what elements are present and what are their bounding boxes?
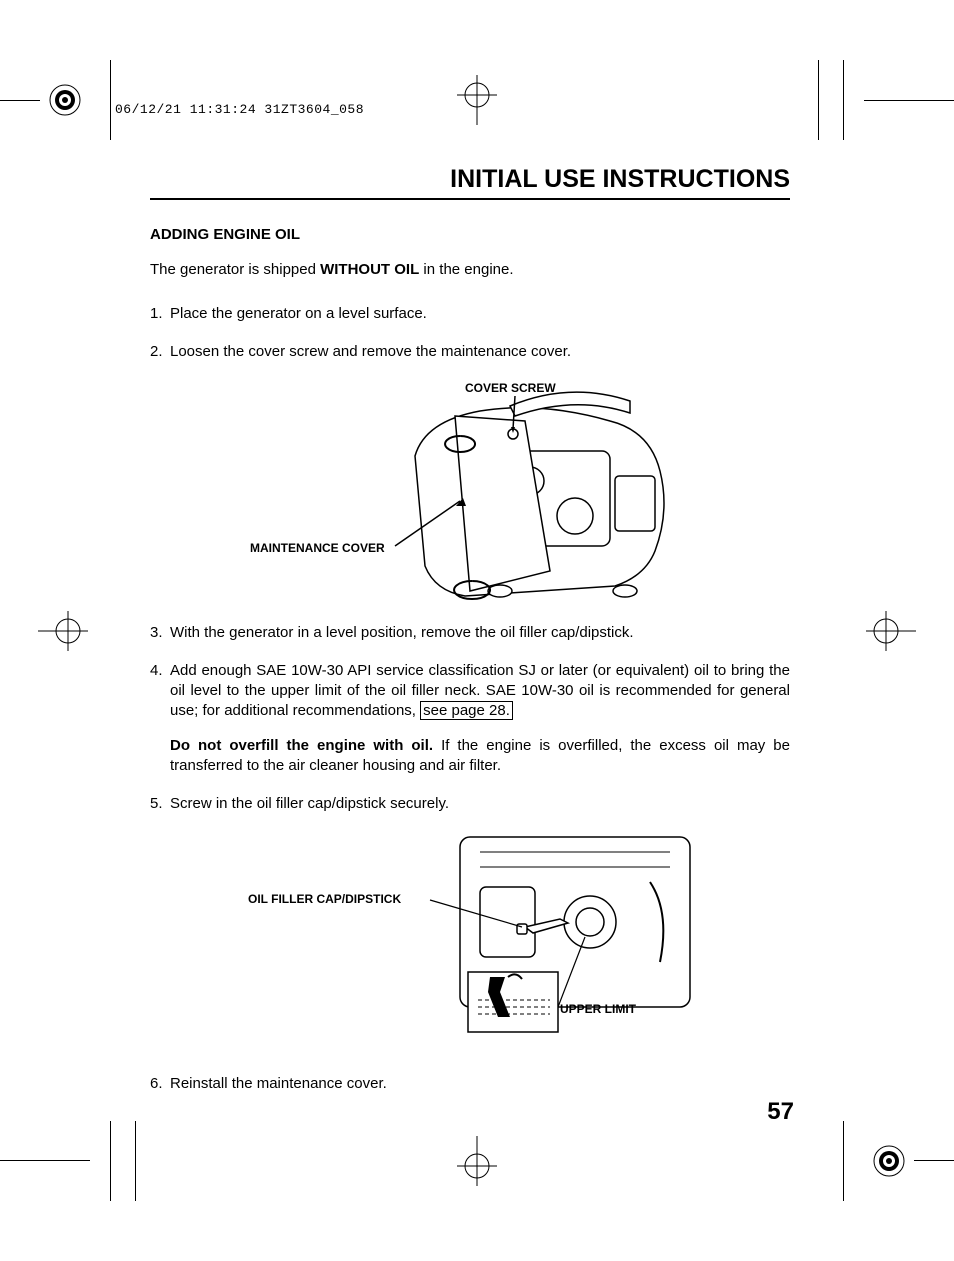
registration-crosshair-icon [866,611,916,651]
figure-oil-filler: OIL FILLER CAP/DIPSTICK UPPER LIMIT [230,832,710,1052]
figure-label-cover-screw: COVER SCREW [465,381,556,395]
step-number: 4. [150,661,163,681]
page-number: 57 [767,1098,794,1126]
registration-crosshair-icon [38,611,88,651]
step-text: Screw in the oil filler cap/dipstick sec… [170,795,449,812]
instruction-list-final: 6. Reinstall the maintenance cover. [150,1074,790,1094]
registration-crosshair-icon [457,1136,497,1186]
intro-bold: WITHOUT OIL [320,261,419,278]
step-text: Place the generator on a level surface. [170,305,427,322]
crop-mark [843,1121,844,1201]
step-3: 3. With the generator in a level positio… [150,623,790,643]
intro-prefix: The generator is shipped [150,261,320,278]
section-heading: ADDING ENGINE OIL [150,226,790,243]
crop-mark [110,1121,111,1201]
warning-bold: Do not overfill the engine with oil. [170,737,433,754]
figure-label-upper-limit: UPPER LIMIT [560,1002,636,1016]
crop-mark [135,1121,136,1201]
step-number: 1. [150,304,163,324]
intro-text: The generator is shipped WITHOUT OIL in … [150,261,790,278]
generator-diagram-icon [220,381,720,601]
registration-mark-icon [45,80,85,120]
crop-mark [0,100,40,101]
step-4: 4. Add enough SAE 10W-30 API service cla… [150,661,790,776]
page-title: INITIAL USE INSTRUCTIONS [150,165,790,200]
figure-label-maintenance-cover: MAINTENANCE COVER [250,541,385,555]
step-number: 2. [150,342,163,362]
oil-filler-diagram-icon [230,832,710,1052]
step-text: Reinstall the maintenance cover. [170,1075,387,1092]
step-6: 6. Reinstall the maintenance cover. [150,1074,790,1094]
registration-mark-icon [869,1141,909,1181]
step-5: 5. Screw in the oil filler cap/dipstick … [150,794,790,814]
instruction-list: 1. Place the generator on a level surfac… [150,304,790,363]
crop-mark [0,1160,90,1161]
step-number: 5. [150,794,163,814]
step-number: 3. [150,623,163,643]
overfill-warning: Do not overfill the engine with oil. If … [170,736,790,777]
page-content: INITIAL USE INSTRUCTIONS ADDING ENGINE O… [150,165,790,1113]
figure-generator-cover: COVER SCREW MAINTENANCE COVER [220,381,720,601]
crop-mark [914,1160,954,1161]
intro-suffix: in the engine. [419,261,513,278]
header-timestamp: 06/12/21 11:31:24 31ZT3604_058 [115,102,364,117]
figure-label-cap-dipstick: OIL FILLER CAP/DIPSTICK [248,892,401,906]
crop-mark [818,60,819,140]
step-number: 6. [150,1074,163,1094]
step-1: 1. Place the generator on a level surfac… [150,304,790,324]
step-text: With the generator in a level position, … [170,624,634,641]
crop-mark [110,60,111,140]
crop-mark [843,60,844,140]
crop-mark [864,100,954,101]
step-text: Loosen the cover screw and remove the ma… [170,343,571,360]
page-link[interactable]: see page 28. [420,701,513,720]
instruction-list-cont: 3. With the generator in a level positio… [150,623,790,815]
step-2: 2. Loosen the cover screw and remove the… [150,342,790,362]
registration-crosshair-icon [457,75,497,125]
